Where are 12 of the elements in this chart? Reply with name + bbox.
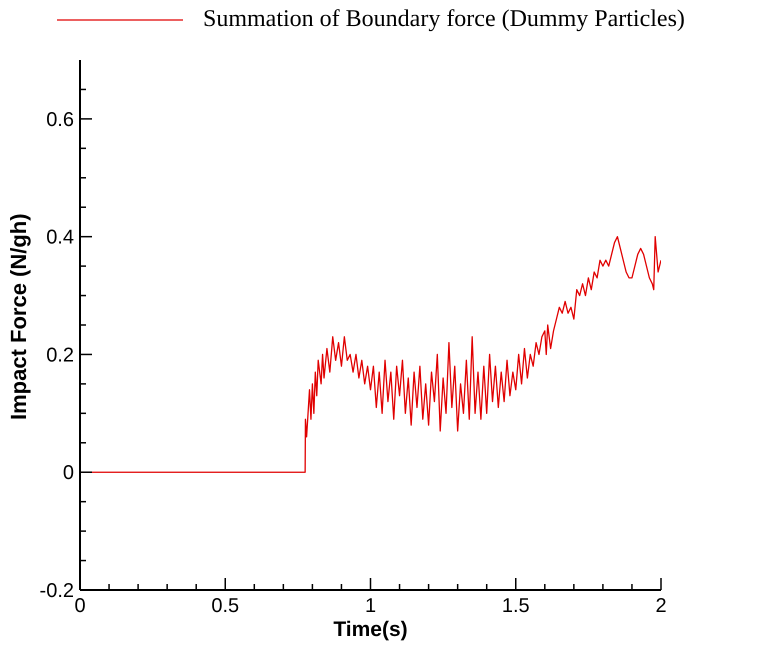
y-tick-label: 0.6 [46,108,74,131]
text: Summation of Boundary force (Dummy Particles) [203,6,685,33]
y-tick-label: 0.4 [46,226,74,249]
x-tick-label: 1.5 [502,595,530,617]
x-axis-title: Time(s) [333,618,408,641]
x-tick-label: 0.5 [211,595,240,617]
x-tick-label: 1 [364,595,376,617]
x-tick-label: 2 [655,595,667,617]
y-tick-label: 0 [62,462,74,484]
y-tick-label: 0.2 [46,344,74,366]
y-tick-label: -0.2 [40,580,74,602]
y-axis-title: Impact Force (N/gh) [6,213,31,420]
